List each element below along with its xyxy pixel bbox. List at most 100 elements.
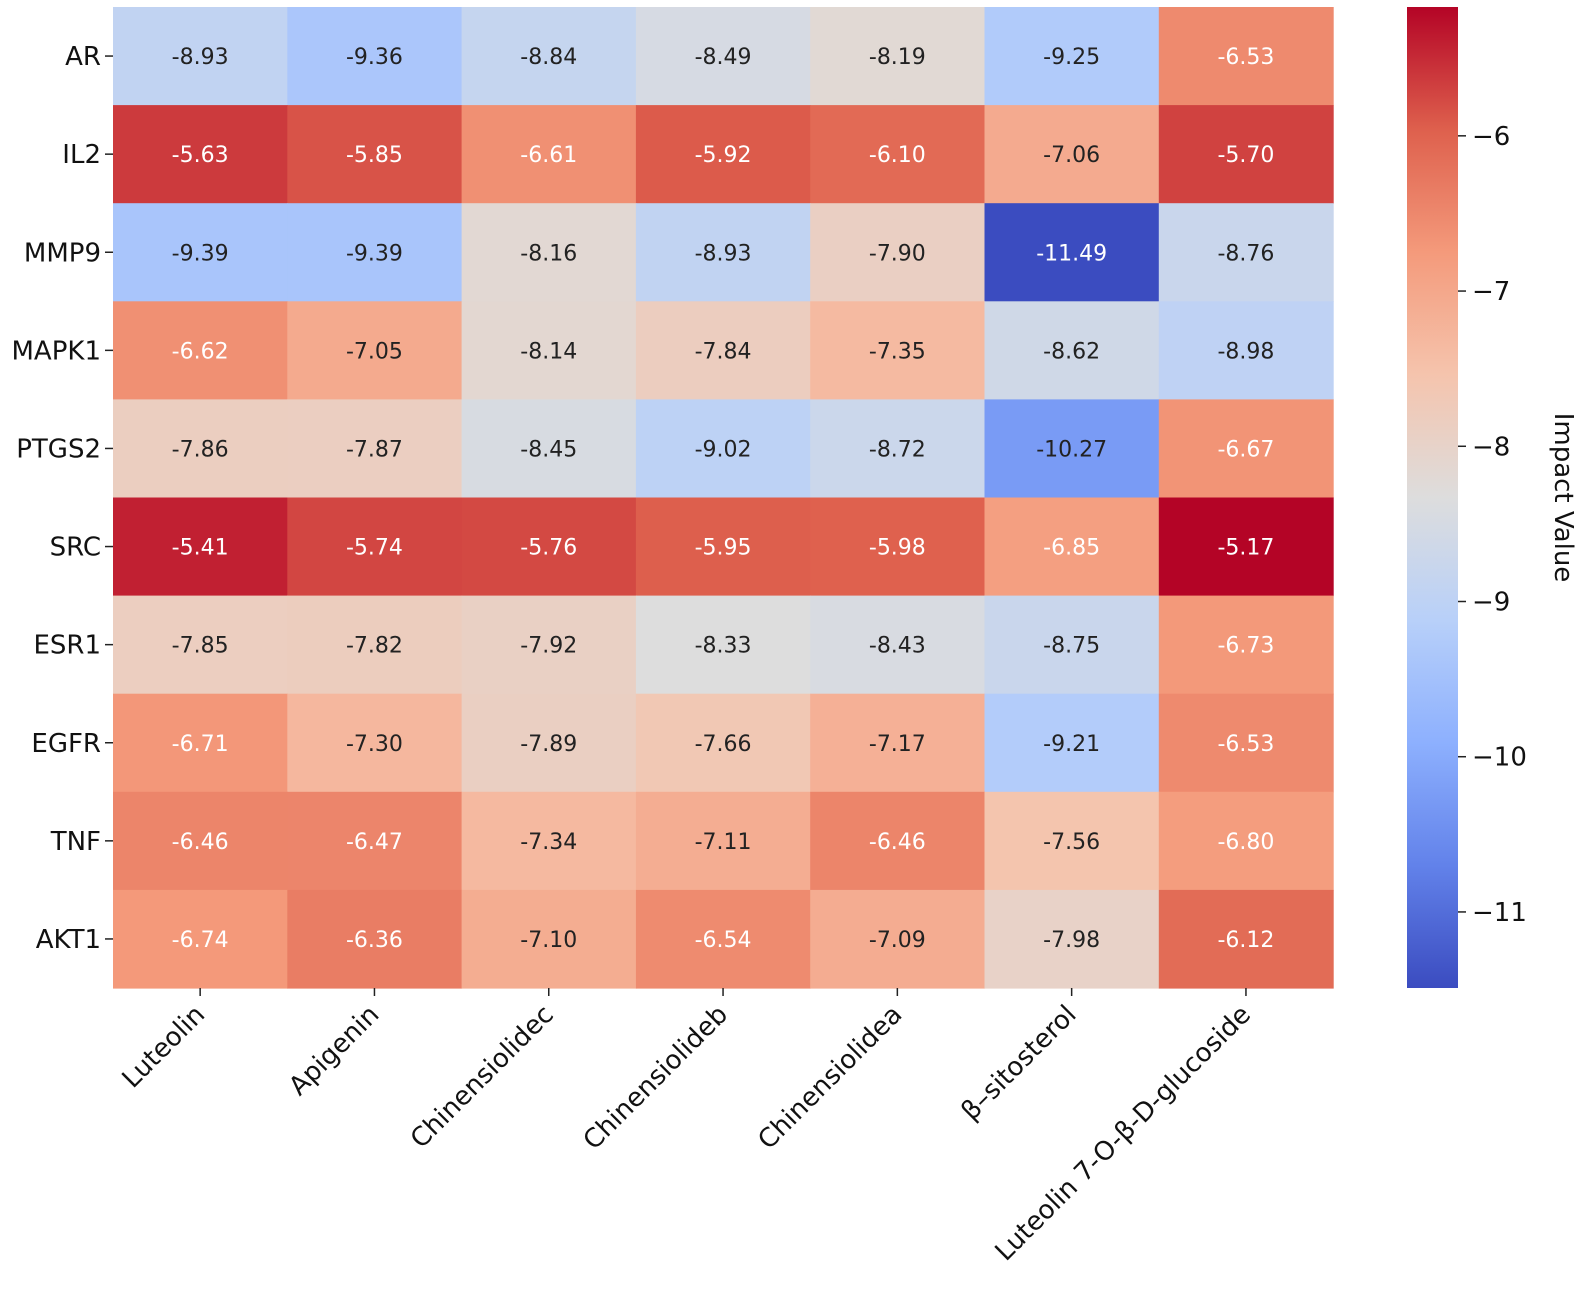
heatmap-cell-label: -6.62 <box>172 339 229 364</box>
y-tick-label: TNF <box>50 827 101 857</box>
x-tick-label: β–sitosterol <box>956 1000 1083 1127</box>
heatmap-cell-label: -7.06 <box>1043 143 1100 168</box>
heatmap-cell-label: -7.10 <box>520 928 577 953</box>
heatmap-cell-label: -9.39 <box>172 241 229 266</box>
heatmap-cell <box>461 497 637 597</box>
heatmap-cell <box>984 791 1160 891</box>
heatmap-cell <box>113 7 288 106</box>
heatmap-cell <box>810 889 986 989</box>
heatmap-cell-label: -5.63 <box>172 143 229 168</box>
heatmap-cell-label: -11.49 <box>1036 241 1107 266</box>
heatmap-cell <box>984 889 1160 989</box>
heatmap-cell <box>1158 889 1334 989</box>
heatmap-cell-label: -8.75 <box>1043 634 1100 659</box>
heatmap-cell <box>287 399 463 499</box>
heatmap-cell <box>810 693 986 793</box>
heatmap-cell-label: -6.85 <box>1043 536 1100 561</box>
x-tick-label: Chinensiolidea <box>752 1000 908 1156</box>
heatmap-cell <box>113 399 288 499</box>
heatmap-cell <box>1158 105 1334 204</box>
heatmap-cell-label: -5.95 <box>695 536 752 561</box>
y-tick-label: EGFR <box>31 729 101 759</box>
heatmap-cell <box>984 203 1160 302</box>
x-tick-label: Apigenin <box>283 1000 385 1102</box>
heatmap-cell <box>1158 7 1334 106</box>
heatmap-cell <box>287 7 463 106</box>
heatmap-cell-label: -5.41 <box>172 536 229 561</box>
colorbar-gradient <box>1407 7 1458 988</box>
heatmap-cell-label: -7.86 <box>172 437 229 462</box>
heatmap-cell <box>810 301 986 400</box>
x-tick-label: Chinensiolidec <box>405 1000 560 1155</box>
heatmap-cell <box>810 399 986 499</box>
heatmap-cell-label: -9.21 <box>1043 732 1100 757</box>
heatmap-cell-label: -6.54 <box>695 928 752 953</box>
colorbar-label: Impact Value <box>1548 413 1578 583</box>
heatmap-cell-label: -8.16 <box>520 241 577 266</box>
heatmap-cell-labels: -8.93 -9.36 -8.84 -8.49 -8.19 -9.25 -6.53 -5.63… <box>172 45 1275 953</box>
y-tick-label: SRC <box>50 533 101 563</box>
heatmap-cell-label: -6.53 <box>1217 45 1274 70</box>
x-tick-label: Luteolin <box>117 1000 211 1094</box>
heatmap-cell-label: -7.90 <box>869 241 926 266</box>
heatmap-cell-label: -8.72 <box>869 437 926 462</box>
heatmap-cell-label: -7.98 <box>1043 928 1100 953</box>
heatmap-cell <box>113 105 288 204</box>
heatmap-cell <box>461 105 637 204</box>
heatmap-cell <box>113 497 288 597</box>
heatmap-cell-label: -8.98 <box>1217 339 1274 364</box>
heatmap-cell <box>287 889 463 989</box>
heatmap-cell <box>461 399 637 499</box>
heatmap-cell <box>287 203 463 302</box>
heatmap-cell-label: -6.36 <box>346 928 403 953</box>
heatmap-cell-label: -5.17 <box>1217 536 1274 561</box>
heatmap-cell-label: -8.33 <box>695 634 752 659</box>
y-axis: AR IL2 MMP9 MAPK1 PTGS2 SRC ESR1 EGFR TNF AKT1 <box>12 42 113 955</box>
heatmap-cell <box>635 497 811 597</box>
heatmap-cell-label: -8.45 <box>520 437 577 462</box>
y-tick-label: AR <box>65 42 101 72</box>
heatmap-cell-label: -8.93 <box>695 241 752 266</box>
heatmap-cell <box>287 595 463 695</box>
heatmap-cell-label: -6.67 <box>1217 437 1274 462</box>
heatmap-cell <box>635 399 811 499</box>
heatmap-cell <box>635 105 811 204</box>
heatmap-cell <box>1158 399 1334 499</box>
heatmap-cell <box>461 889 637 989</box>
y-tick-label: AKT1 <box>36 925 101 955</box>
heatmap-cell <box>113 301 288 400</box>
heatmap-cell-label: -8.93 <box>172 45 229 70</box>
heatmap-cell <box>635 889 811 989</box>
heatmap-cell-label: -7.85 <box>172 634 229 659</box>
heatmap-cell <box>1158 203 1334 302</box>
heatmap-cell-label: -6.80 <box>1217 830 1274 855</box>
heatmap-cell <box>1158 693 1334 793</box>
heatmap-cell <box>461 595 637 695</box>
heatmap-cell <box>810 791 986 891</box>
heatmap-cell-label: -8.14 <box>520 339 577 364</box>
heatmap-cells <box>113 7 1334 989</box>
y-tick-label: MMP9 <box>24 238 101 268</box>
heatmap-cell-label: -6.47 <box>346 830 403 855</box>
heatmap-cell-label: -6.73 <box>1217 634 1274 659</box>
heatmap-cell <box>1158 497 1334 597</box>
heatmap-cell-label: -6.74 <box>172 928 229 953</box>
heatmap-cell <box>1158 595 1334 695</box>
heatmap-cell-label: -7.84 <box>695 339 752 364</box>
heatmap-cell <box>287 105 463 204</box>
heatmap-cell <box>461 301 637 400</box>
colorbar-tick-label: −6 <box>1472 122 1510 152</box>
heatmap-cell-label: -8.43 <box>869 634 926 659</box>
heatmap-cell <box>984 693 1160 793</box>
heatmap-cell <box>810 105 986 204</box>
y-tick-label: MAPK1 <box>12 336 102 366</box>
heatmap-cell-label: -10.27 <box>1036 437 1107 462</box>
heatmap-cell-label: -5.92 <box>695 143 752 168</box>
heatmap-cell-label: -7.05 <box>346 339 403 364</box>
heatmap-cell-label: -7.11 <box>695 830 752 855</box>
heatmap-cell <box>635 595 811 695</box>
heatmap-cell <box>810 497 986 597</box>
heatmap-cell <box>984 105 1160 204</box>
heatmap-cell-label: -7.89 <box>520 732 577 757</box>
colorbar-tick-label: −8 <box>1472 432 1510 462</box>
